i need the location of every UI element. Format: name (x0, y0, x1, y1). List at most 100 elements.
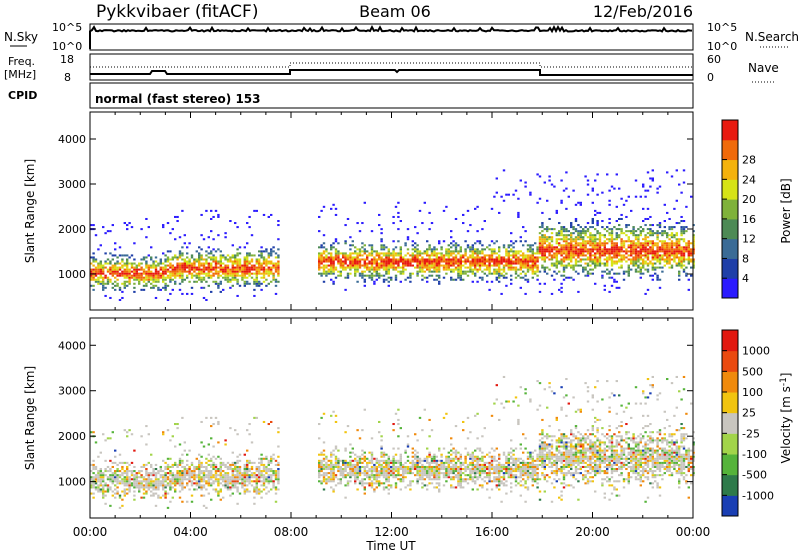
velocity-cell (373, 476, 376, 479)
power-cell (147, 280, 150, 283)
velocity-cell (459, 470, 462, 473)
power-cell (550, 236, 554, 239)
power-cell (625, 230, 628, 233)
power-cell (253, 278, 256, 281)
power-cell (598, 254, 602, 257)
power-cell (488, 258, 491, 261)
velocity-cell (231, 474, 234, 477)
power-cell (478, 258, 482, 261)
power-cell (555, 252, 558, 255)
velocity-cell (171, 465, 174, 468)
power-cell (102, 278, 105, 281)
power-cell (140, 288, 143, 291)
power-cell (615, 256, 618, 259)
power-cell (493, 264, 496, 267)
velocity-cell (327, 472, 330, 475)
power-cell (97, 272, 100, 275)
power-cell (438, 242, 441, 245)
velocity-cell (267, 423, 270, 426)
power-cell (546, 250, 549, 253)
power-cell (529, 248, 532, 251)
velocity-cell (166, 476, 170, 479)
power-cell (267, 282, 270, 285)
power-cell (258, 264, 261, 267)
power-cell (123, 262, 126, 265)
power-cell (159, 260, 162, 263)
power-cell (634, 242, 638, 245)
power-cell (188, 270, 191, 273)
power-cell (598, 236, 602, 239)
power-cell (380, 274, 383, 277)
power-cell (519, 240, 522, 243)
power-cell (250, 268, 254, 271)
velocity-cell (378, 461, 381, 464)
power-cell (169, 262, 172, 265)
power-cell (142, 256, 146, 259)
power-cell (421, 252, 424, 255)
power-cell (272, 264, 275, 267)
velocity-cell (181, 453, 184, 456)
power-cell (409, 276, 412, 279)
power-cell (610, 250, 614, 253)
power-cell (483, 254, 486, 257)
power-cell (330, 266, 333, 269)
power-cell (560, 232, 563, 235)
power-cell (678, 278, 681, 281)
freq-label-2: [MHz] (4, 68, 36, 81)
velocity-cell (382, 465, 386, 468)
power-cell (687, 248, 690, 251)
power-cell (603, 250, 606, 253)
power-cell (644, 260, 647, 263)
power-cell (246, 264, 249, 267)
power-cell (675, 222, 678, 225)
power-cell (97, 262, 100, 265)
power-cell (682, 268, 686, 271)
power-cell (368, 254, 371, 257)
power-cell (459, 248, 462, 251)
power-cell (174, 272, 177, 275)
velocity-cell (243, 472, 246, 475)
velocity-cell (195, 480, 198, 483)
velocity-cell (320, 465, 323, 468)
velocity-cell (382, 453, 386, 456)
power-cell (517, 268, 520, 271)
power-cell (680, 262, 683, 265)
power-cell (476, 264, 479, 267)
power-cell (536, 201, 539, 204)
power-cell (152, 280, 155, 283)
velocity-cell (253, 474, 256, 477)
power-cell (169, 276, 172, 279)
velocity-cell (97, 480, 100, 483)
power-cell (265, 278, 268, 281)
power-cell (325, 272, 328, 275)
power-cell (99, 268, 102, 271)
velocity-cell (421, 472, 424, 475)
velocity-cell (387, 470, 390, 473)
velocity-cell (346, 474, 350, 477)
power-cell (474, 242, 477, 245)
power-cell (572, 246, 575, 249)
power-cell (658, 224, 662, 227)
power-cell (517, 197, 520, 200)
power-cell (618, 217, 621, 220)
power-cell (589, 236, 592, 239)
velocity-cell (202, 465, 206, 468)
velocity-cell (92, 468, 95, 471)
power-cell (387, 280, 390, 283)
power-cell (483, 264, 486, 267)
power-cell (277, 274, 280, 277)
power-cell (262, 260, 266, 263)
power-cell (586, 240, 590, 243)
velocity-cell (238, 474, 242, 477)
power-cell (397, 258, 400, 261)
power-cell (615, 238, 618, 241)
power-cell (397, 201, 400, 204)
power-cell (584, 246, 587, 249)
power-cell (567, 252, 570, 255)
velocity-cell (169, 478, 172, 481)
power-cell (459, 254, 462, 257)
power-cell (428, 258, 431, 261)
power-cell (495, 177, 498, 180)
velocity-cell (421, 486, 424, 489)
velocity-cell (421, 429, 424, 432)
